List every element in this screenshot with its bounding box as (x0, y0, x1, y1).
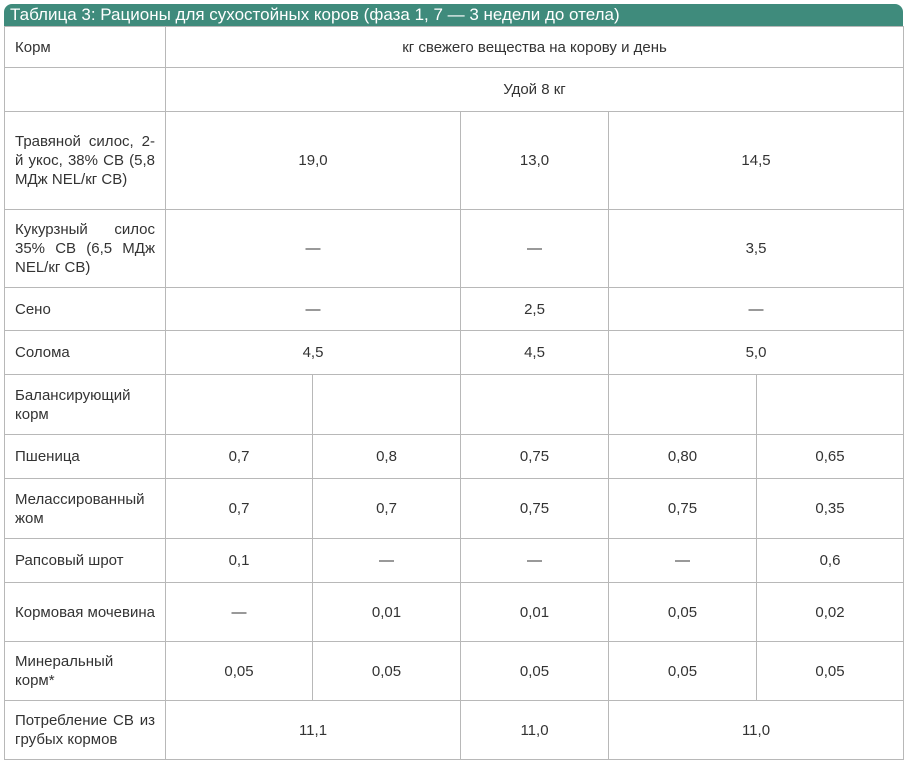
table-row: Солома 4,5 4,5 5,0 (4, 330, 905, 375)
value-cell: 0,80 (608, 434, 757, 479)
value-cell: 0,7 (165, 434, 313, 479)
value-cell: 0,05 (608, 582, 757, 642)
value-cell: 0,6 (755, 538, 905, 583)
empty-cell (755, 374, 905, 435)
ration-table: Корм кг свежего вещества на корову и ден… (4, 26, 905, 760)
empty-cell (312, 374, 461, 435)
value-cell: 0,65 (755, 434, 905, 479)
row-label: Солома (4, 330, 166, 375)
row-label: Пшеница (4, 434, 166, 479)
table-row: Потребление СВ из грубых кормов 11,1 11,0 1… (4, 700, 905, 760)
value-cell: 19,0 (165, 111, 461, 210)
value-cell: — (165, 287, 461, 331)
row-label: Потребление СВ из грубых кормов (4, 700, 166, 760)
value-cell: 0,05 (460, 641, 609, 701)
table-row: Минеральный корм* 0,05 0,05 0,05 0,05 0,05 (4, 641, 905, 701)
value-cell: 0,02 (755, 582, 905, 642)
table-row: Кукурзный силос 35% СВ (6,5 МДж NEL/кг С… (4, 209, 905, 288)
empty-cell (4, 67, 166, 112)
value-cell: 0,01 (312, 582, 461, 642)
value-cell: 11,1 (165, 700, 461, 760)
row-label: Мелассированный жом (4, 478, 166, 539)
units-cell: кг свежего вещества на корову и день (164, 26, 905, 68)
value-cell: — (312, 538, 461, 583)
table-row: Кормовая мочевина —0,01 0,01 0,05 0,02 (4, 582, 905, 642)
value-cell: 0,8 (312, 434, 461, 479)
value-cell: 0,01 (460, 582, 609, 642)
value-cell: 0,75 (460, 434, 609, 479)
value-cell: 14,5 (607, 111, 905, 210)
value-cell: 13,0 (460, 111, 609, 210)
value-cell: 4,5 (165, 330, 461, 375)
table-row: Балансирующий корм (4, 374, 905, 435)
row-label: Балансирующий корм (4, 374, 166, 435)
value-cell: 4,5 (460, 330, 609, 375)
value-cell: 0,7 (165, 478, 313, 539)
row-label: Рапсовый шрот (4, 538, 166, 583)
row-label: Сено (4, 287, 166, 331)
row-label: Кукурзный силос 35% СВ (6,5 МДж NEL/кг С… (4, 209, 166, 288)
value-cell: — (165, 582, 313, 642)
value-cell: — (607, 287, 905, 331)
value-cell: 2,5 (460, 287, 609, 331)
value-cell: 0,75 (608, 478, 757, 539)
value-cell: 0,05 (755, 641, 905, 701)
value-cell: — (460, 209, 609, 288)
empty-cell (460, 374, 609, 435)
value-cell: 5,0 (607, 330, 905, 375)
value-cell: 0,05 (312, 641, 461, 701)
table-row: Пшеница 0,7 0,8 0,75 0,80 0,65 (4, 434, 905, 479)
value-cell: 0,05 (165, 641, 313, 701)
value-cell: 0,05 (608, 641, 757, 701)
value-cell: 3,5 (607, 209, 905, 288)
value-cell: 11,0 (607, 700, 905, 760)
value-cell: — (165, 209, 461, 288)
header-row: Корм кг свежего вещества на корову и ден… (4, 26, 905, 68)
row-label: Кормовая мочевина (4, 582, 166, 642)
empty-cell (165, 374, 313, 435)
subheader-row: Удой 8 кг (4, 67, 905, 112)
row-label: Травяной силос, 2-й укос, 38% СВ (5,8 МД… (4, 111, 166, 210)
value-cell: 0,75 (460, 478, 609, 539)
empty-cell (608, 374, 757, 435)
value-cell: 0,7 (312, 478, 461, 539)
value-cell: — (608, 538, 757, 583)
value-cell: 0,1 (165, 538, 313, 583)
table-title: Таблица 3: Рационы для сухостойных коров… (4, 4, 903, 26)
table-row: Рапсовый шрот 0,1— — —0,6 (4, 538, 905, 583)
value-cell: — (460, 538, 609, 583)
table-row: Сено —2,5— (4, 287, 905, 331)
value-cell: 0,35 (755, 478, 905, 539)
row-label: Минеральный корм* (4, 641, 166, 701)
value-cell: 11,0 (460, 700, 609, 760)
table-row: Мелассированный жом 0,7 0,7 0,75 0,75 0,35 (4, 478, 905, 539)
subheader-cell: Удой 8 кг (164, 67, 905, 112)
table-row: Травяной силос, 2-й укос, 38% СВ (5,8 МД… (4, 111, 905, 210)
corner-cell: Корм (4, 26, 166, 68)
